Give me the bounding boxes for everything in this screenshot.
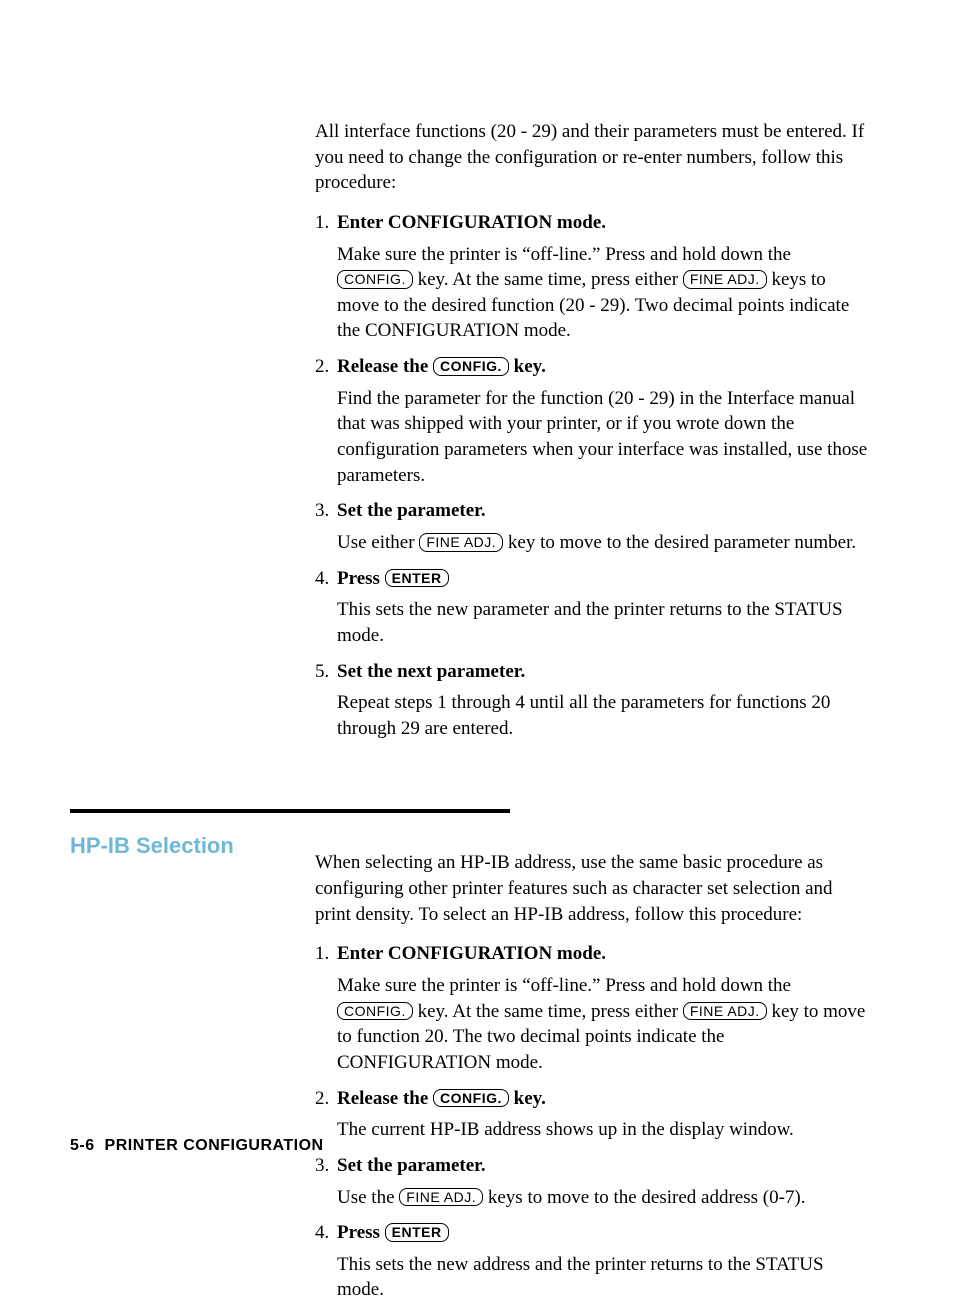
section1-intro: All interface functions (20 - 29) and th… <box>315 119 869 196</box>
step-body: Find the parameter for the function (20 … <box>315 386 869 489</box>
section1-step-2: 2. Release the CONFIG. key. Find the par… <box>315 354 869 488</box>
footer-label: PRINTER CONFIGURATION <box>105 1137 324 1154</box>
section2-intro: When selecting an HP-IB address, use the… <box>315 850 869 927</box>
enter-key-icon: ENTER <box>385 569 449 588</box>
section-divider <box>70 809 510 813</box>
step-title: Set the parameter. <box>337 498 486 524</box>
step-title: Press ENTER <box>337 566 449 592</box>
step-body: This sets the new parameter and the prin… <box>315 597 869 648</box>
step-number: 2. <box>315 354 337 380</box>
section-hpib-selection: HP-IB Selection When selecting an HP-IB … <box>70 831 894 1313</box>
section1-step-1: 1. Enter CONFIGURATION mode. Make sure t… <box>315 210 869 344</box>
section2-step-3: 3. Set the parameter. Use the FINE ADJ. … <box>315 1153 869 1210</box>
step-number: 1. <box>315 210 337 236</box>
step-number: 3. <box>315 498 337 524</box>
step-title: Set the parameter. <box>337 1153 486 1179</box>
step-body: This sets the new address and the printe… <box>315 1252 869 1303</box>
step-title: Enter CONFIGURATION mode. <box>337 941 606 967</box>
section2-step-2: 2. Release the CONFIG. key. The current … <box>315 1086 869 1143</box>
section1-step-4: 4. Press ENTER This sets the new paramet… <box>315 566 869 649</box>
step-number: 1. <box>315 941 337 967</box>
step-body: Make sure the printer is “off-line.” Pre… <box>315 242 869 345</box>
document-page: All interface functions (20 - 29) and th… <box>0 0 954 1235</box>
step-body: Use the FINE ADJ. keys to move to the de… <box>315 1185 869 1211</box>
step-number: 4. <box>315 566 337 592</box>
config-key-icon: CONFIG. <box>433 1089 509 1108</box>
section2-step-1: 1. Enter CONFIGURATION mode. Make sure t… <box>315 941 869 1075</box>
section1-step-3: 3. Set the parameter. Use either FINE AD… <box>315 498 869 555</box>
step-body: Make sure the printer is “off-line.” Pre… <box>315 973 869 1076</box>
fine-adj-key-icon: FINE ADJ. <box>683 1002 767 1021</box>
config-key-icon: CONFIG. <box>337 1002 413 1021</box>
fine-adj-key-icon: FINE ADJ. <box>683 270 767 289</box>
section2-steps: 1. Enter CONFIGURATION mode. Make sure t… <box>315 941 869 1303</box>
section1-step-5: 5. Set the next parameter. Repeat steps … <box>315 659 869 742</box>
config-key-icon: CONFIG. <box>337 270 413 289</box>
step-body: Use either FINE ADJ. key to move to the … <box>315 530 869 556</box>
fine-adj-key-icon: FINE ADJ. <box>419 533 503 552</box>
config-key-icon: CONFIG. <box>433 357 509 376</box>
enter-key-icon: ENTER <box>385 1223 449 1242</box>
step-title: Enter CONFIGURATION mode. <box>337 210 606 236</box>
step-title: Set the next parameter. <box>337 659 525 685</box>
step-title: Release the CONFIG. key. <box>337 354 546 380</box>
fine-adj-key-icon: FINE ADJ. <box>399 1188 483 1207</box>
section2-heading: HP-IB Selection <box>70 831 315 861</box>
page-number: 5-6 <box>70 1137 95 1154</box>
section2-step-4: 4. Press ENTER This sets the new address… <box>315 1220 869 1303</box>
section-interface-functions: All interface functions (20 - 29) and th… <box>70 100 894 751</box>
page-footer: 5-6 PRINTER CONFIGURATION <box>70 1135 324 1157</box>
step-number: 2. <box>315 1086 337 1112</box>
step-number: 5. <box>315 659 337 685</box>
section1-steps: 1. Enter CONFIGURATION mode. Make sure t… <box>315 210 869 742</box>
step-title: Release the CONFIG. key. <box>337 1086 546 1112</box>
step-body: The current HP-IB address shows up in th… <box>315 1117 869 1143</box>
step-number: 4. <box>315 1220 337 1246</box>
step-body: Repeat steps 1 through 4 until all the p… <box>315 690 869 741</box>
step-title: Press ENTER <box>337 1220 449 1246</box>
